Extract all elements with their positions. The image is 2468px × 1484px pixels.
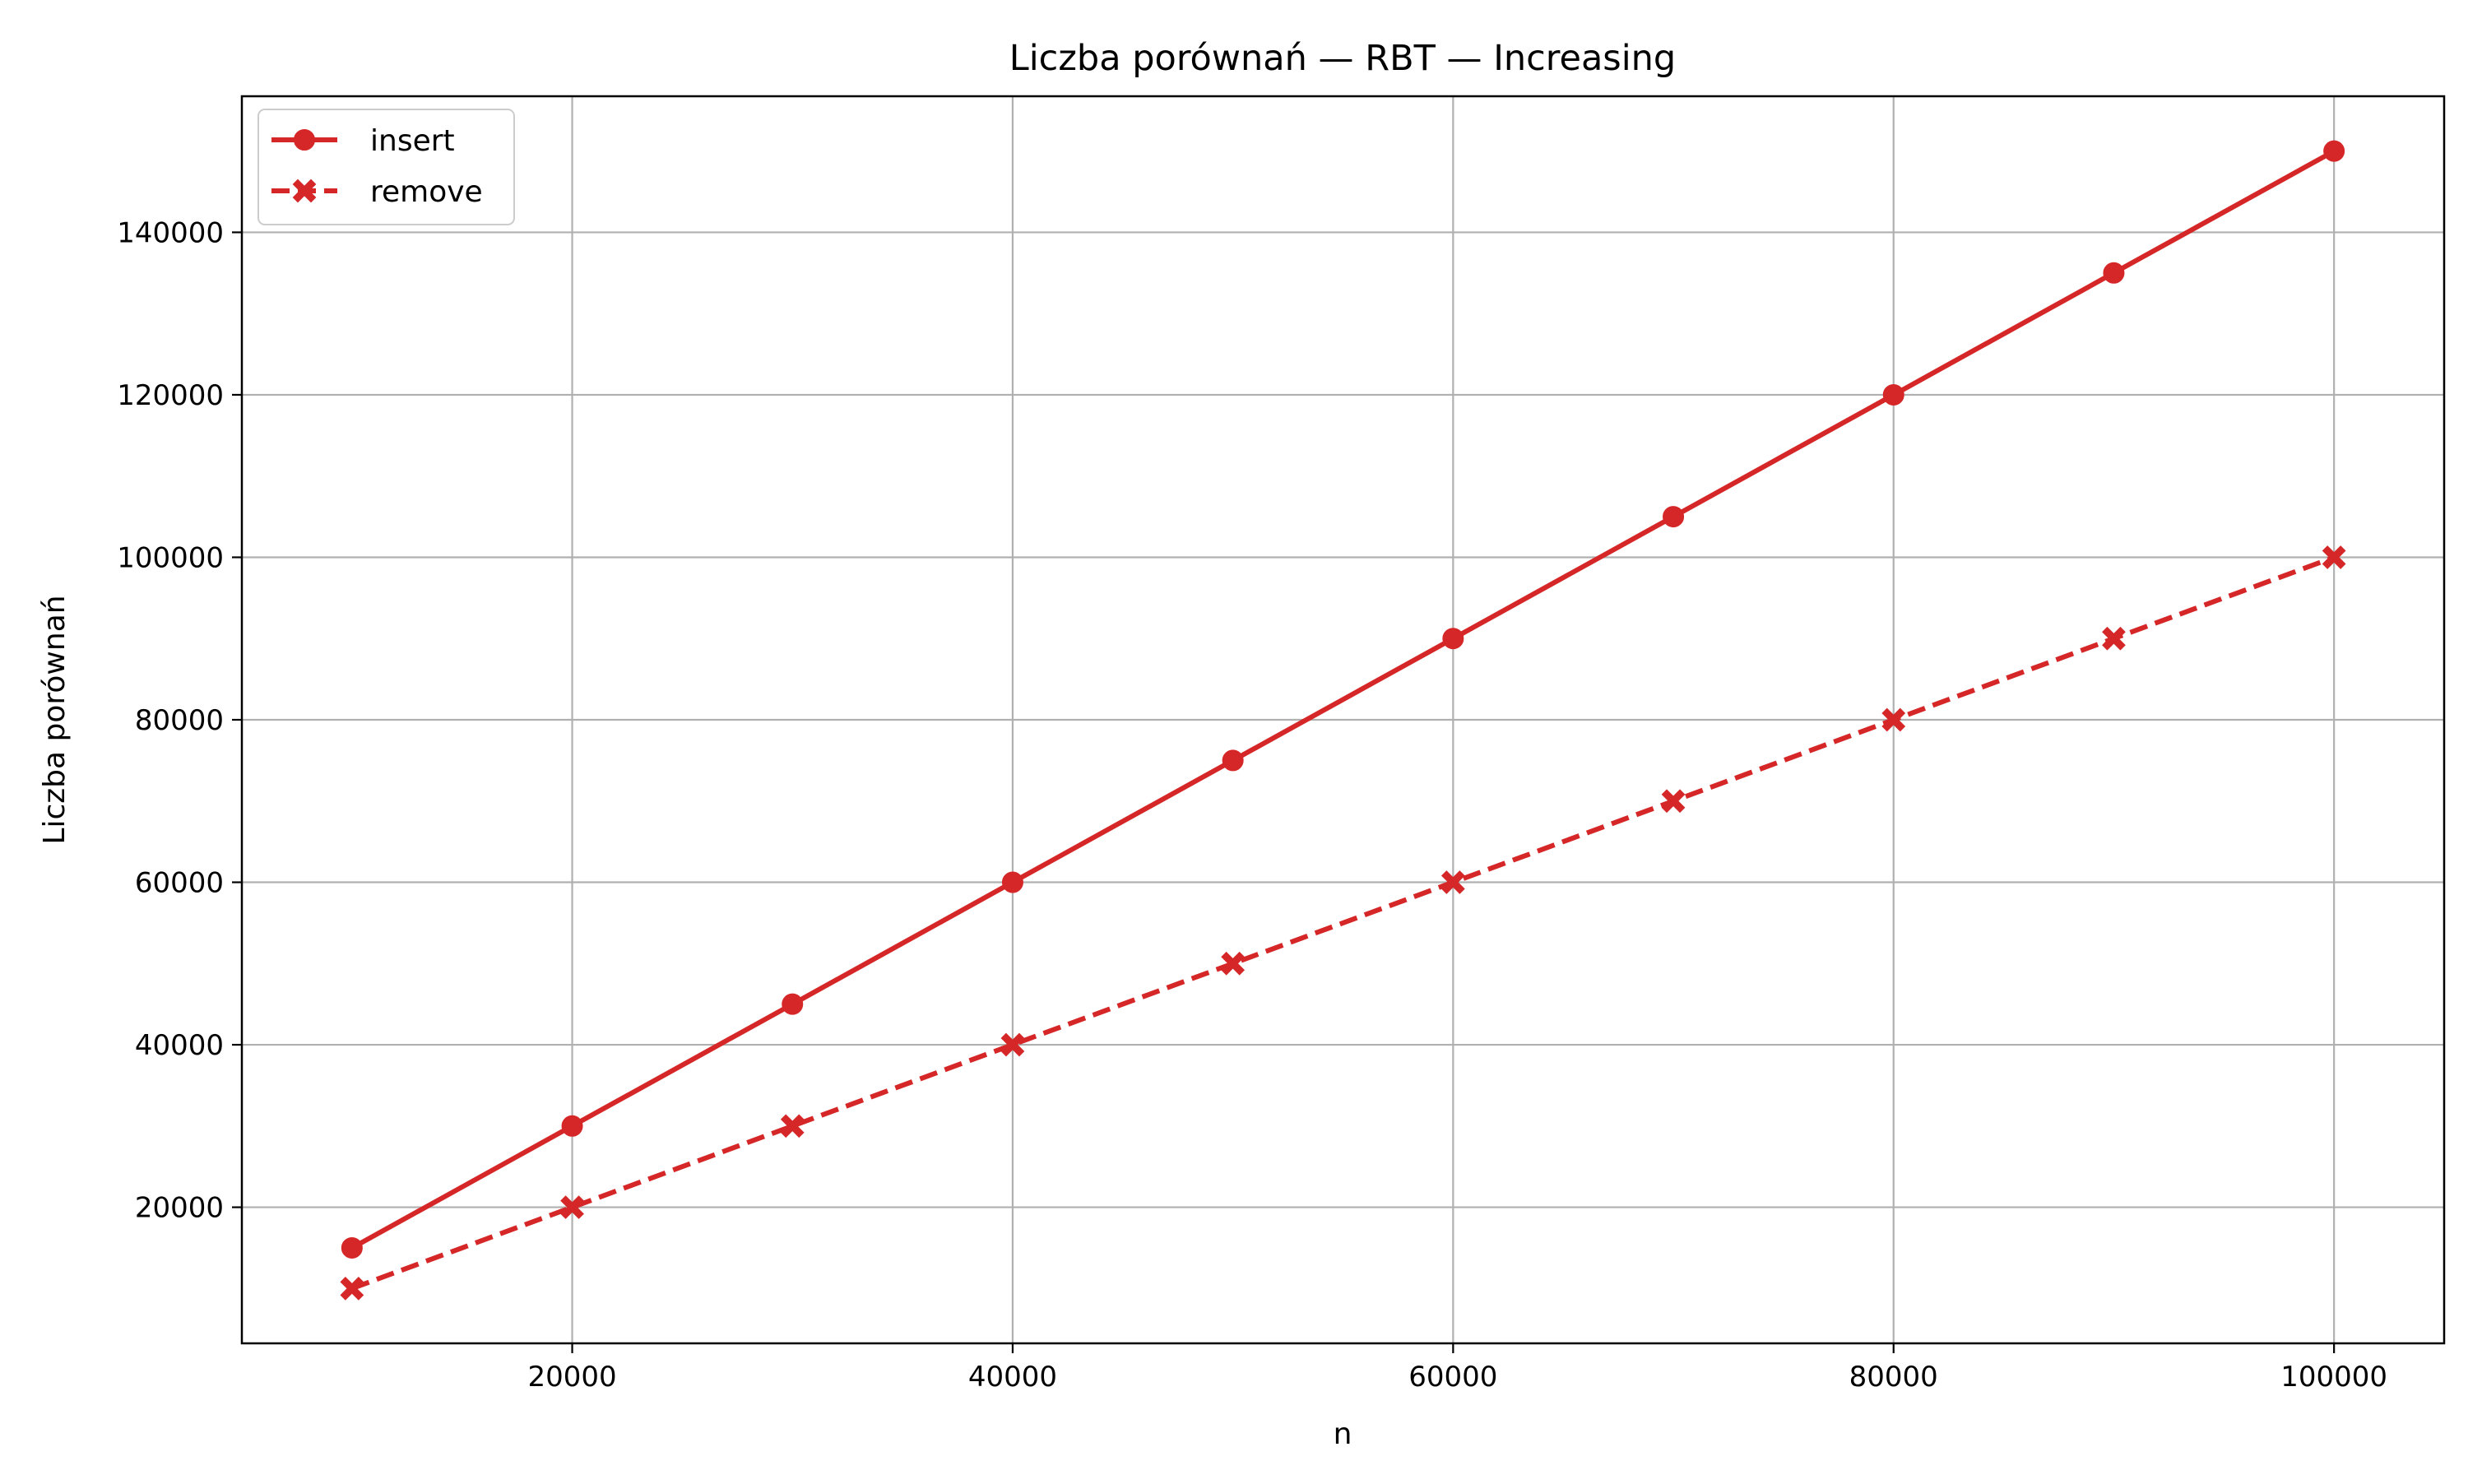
data-point-remove xyxy=(1000,1032,1025,1057)
data-point-remove xyxy=(1221,951,1246,976)
marker-stroke xyxy=(2322,545,2346,569)
data-point-insert xyxy=(1882,383,1904,406)
y-tick-label: 40000 xyxy=(135,1029,224,1062)
legend: insert remove xyxy=(257,109,515,225)
data-point-insert xyxy=(341,1236,363,1259)
legend-marker-insert xyxy=(294,129,315,151)
marker-stroke xyxy=(560,1195,584,1219)
marker-stroke xyxy=(1440,870,1465,894)
series-layer xyxy=(340,140,2346,1301)
data-point-remove xyxy=(2322,545,2346,569)
data-point-insert xyxy=(1663,506,1685,528)
data-point-insert xyxy=(1442,628,1464,650)
chart-title: Liczba porównań — RBT — Increasing xyxy=(1009,38,1676,79)
y-tick-label: 60000 xyxy=(135,867,224,900)
x-axis-label: n xyxy=(1334,1417,1352,1451)
y-tick-label: 100000 xyxy=(117,541,224,574)
marker-stroke xyxy=(292,179,317,203)
x-axis-ticks: 20000 40000 60000 80000 100000 xyxy=(527,1343,2387,1394)
data-point-remove xyxy=(560,1195,584,1219)
data-point-insert xyxy=(782,993,804,1015)
x-tick-label: 20000 xyxy=(527,1361,616,1394)
x-tick-label: 80000 xyxy=(1849,1361,1938,1394)
marker-stroke xyxy=(2102,626,2126,651)
data-point-insert xyxy=(2103,262,2125,284)
data-point-remove xyxy=(1440,870,1465,894)
legend-label-remove: remove xyxy=(370,175,483,209)
data-point-insert xyxy=(1001,871,1023,893)
y-tick-label: 120000 xyxy=(117,379,224,412)
x-tick-label: 100000 xyxy=(2280,1361,2387,1394)
marker-stroke xyxy=(1661,789,1686,814)
y-tick-label: 140000 xyxy=(117,216,224,249)
legend-marker-remove xyxy=(292,179,317,203)
grid-lines xyxy=(242,96,2444,1343)
data-point-insert xyxy=(1222,749,1244,772)
marker-stroke xyxy=(1221,951,1246,976)
marker-stroke xyxy=(780,1114,805,1139)
data-point-insert xyxy=(2323,140,2345,162)
data-point-insert xyxy=(561,1115,583,1137)
x-tick-label: 40000 xyxy=(968,1361,1057,1394)
marker-stroke xyxy=(1881,707,1906,732)
marker-stroke xyxy=(340,1276,364,1301)
marker-stroke xyxy=(1000,1032,1025,1057)
y-axis-label: Liczba porównań xyxy=(38,595,72,844)
data-point-remove xyxy=(340,1276,364,1301)
data-point-remove xyxy=(780,1114,805,1139)
series-line-remove xyxy=(350,554,2336,1292)
legend-label-insert: insert xyxy=(370,124,455,158)
data-point-remove xyxy=(1881,707,1906,732)
data-point-remove xyxy=(2102,626,2126,651)
x-tick-label: 60000 xyxy=(1408,1361,1497,1394)
series-line-insert xyxy=(350,149,2336,1250)
y-tick-label: 80000 xyxy=(135,704,224,737)
y-axis-ticks: 20000 40000 60000 80000 100000 120000 140000 xyxy=(117,216,242,1225)
data-point-remove xyxy=(1661,789,1686,814)
y-tick-label: 20000 xyxy=(135,1192,224,1225)
